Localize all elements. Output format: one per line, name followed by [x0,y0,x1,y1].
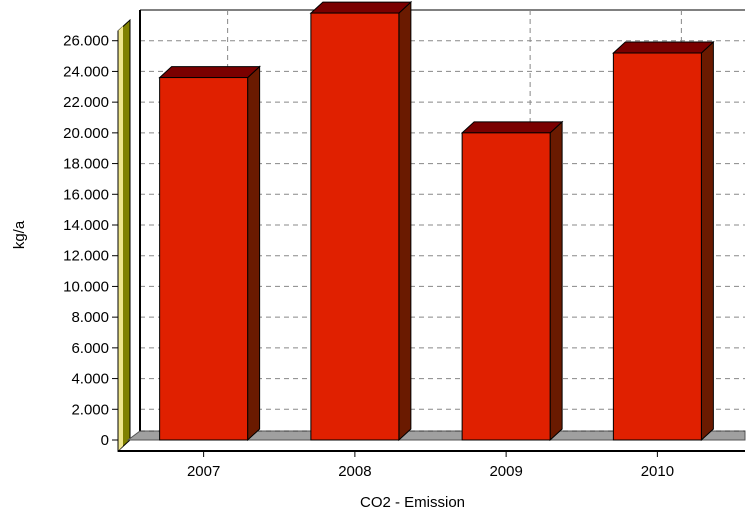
y-axis-label: kg/a [11,220,28,249]
y-tick-label: 20.000 [63,125,109,142]
y-tick-label: 26.000 [63,33,109,50]
bar-top-2009 [460,121,564,134]
y-tick-label: 2.000 [71,401,109,418]
bar-side-2008 [398,0,412,442]
bar-top-2008 [309,1,413,14]
chart-wall [117,10,746,453]
left-wall-highlight [118,26,123,451]
bar-2007 [159,77,249,441]
y-tick-label: 12.000 [63,248,109,265]
x-tick-label: 2010 [641,463,674,480]
bar-top-2007 [158,66,261,79]
y-tick-label: 4.000 [71,371,109,388]
x-axis-label: CO2 - Emission [360,494,465,511]
axes: 0 2.000 4.000 6.000 8.000 10.000 12.000 14.000 1… [63,31,745,480]
bar-2009 [461,132,551,441]
y-tick-label: 24.000 [63,63,109,80]
x-tick-label: 2009 [489,463,522,480]
bar-2010 [612,52,702,441]
y-tick-label: 10.000 [63,278,109,295]
y-tick-label: 0 [101,432,109,449]
y-tick-label: 8.000 [71,309,109,326]
y-tick-label: 14.000 [63,217,109,234]
bar-side-2009 [549,120,563,442]
y-tick-label: 6.000 [71,340,109,357]
bar-2008 [310,12,400,441]
y-tick-label: 16.000 [63,186,109,203]
y-tick-label: 18.000 [63,156,109,173]
bar-top-2010 [612,41,715,54]
bar-side-2007 [247,65,261,442]
bars [158,0,715,442]
y-tick-label: 22.000 [63,94,109,111]
bar-side-2010 [700,40,714,442]
x-tick-label: 2008 [338,463,371,480]
x-tick-label: 2007 [187,463,220,480]
